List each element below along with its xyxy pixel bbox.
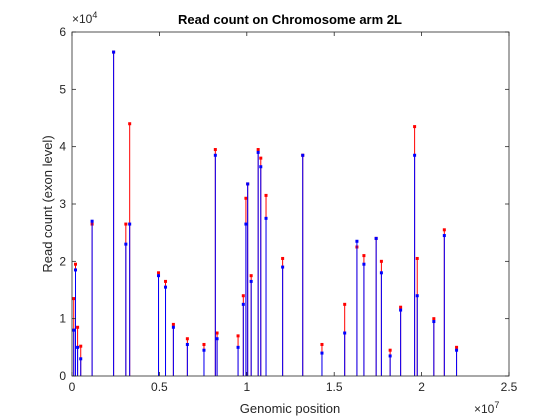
series-1-point xyxy=(249,279,253,283)
series-0-point xyxy=(249,274,253,278)
series-0-point xyxy=(264,193,268,197)
series-0-point xyxy=(73,262,77,266)
y-tick-label: 3 xyxy=(59,197,66,211)
series-0-point xyxy=(281,256,285,260)
plot-area-background xyxy=(72,32,509,376)
series-1-point xyxy=(76,345,80,349)
x-axis-exponent: ×107 xyxy=(474,400,499,416)
series-0-point xyxy=(128,122,132,126)
series-1-point xyxy=(112,50,116,54)
series-1-point xyxy=(399,308,403,312)
y-tick-label: 1 xyxy=(59,312,66,326)
series-1-point xyxy=(124,242,128,246)
series-1-point xyxy=(355,239,359,243)
series-1-point xyxy=(379,271,383,275)
series-marks-group xyxy=(72,50,459,376)
series-1-point xyxy=(264,216,268,220)
series-0-point xyxy=(244,196,248,200)
series-1-point xyxy=(185,342,189,346)
series-0-point xyxy=(259,156,263,160)
series-1-point xyxy=(320,351,324,355)
y-axis-label: Read count (exon level) xyxy=(40,135,55,272)
x-tick-label: 2.5 xyxy=(501,380,518,394)
chart-title: Read count on Chromosome arm 2L xyxy=(178,12,402,27)
y-axis-exponent: ×104 xyxy=(72,10,97,26)
series-1-point xyxy=(157,274,161,278)
series-1-point xyxy=(388,354,392,358)
series-0-point xyxy=(76,325,80,329)
series-1-point xyxy=(374,236,378,240)
series-0-point xyxy=(72,297,76,301)
y-tick-label: 5 xyxy=(59,82,66,96)
y-tick-label: 0 xyxy=(59,369,66,383)
series-1-point xyxy=(215,337,219,341)
series-0-point xyxy=(256,148,260,152)
series-0-point xyxy=(164,279,168,283)
y-tick-label: 6 xyxy=(59,25,66,39)
series-1-point xyxy=(259,165,263,169)
series-0-point xyxy=(415,256,419,260)
series-0-point xyxy=(124,222,128,226)
series-0-point xyxy=(157,271,161,275)
series-1-point xyxy=(301,153,305,157)
series-1-point xyxy=(241,302,245,306)
series-1-point xyxy=(246,182,250,186)
series-1-point xyxy=(455,348,459,352)
series-1-point xyxy=(202,348,206,352)
x-tick-label: 2 xyxy=(418,380,425,394)
series-0-point xyxy=(362,254,366,258)
series-1-point xyxy=(362,262,366,266)
series-0-point xyxy=(442,228,446,232)
series-0-point xyxy=(413,125,417,129)
series-1-point xyxy=(343,331,347,335)
series-1-point xyxy=(171,325,175,329)
series-0-point xyxy=(455,345,459,349)
series-1-point xyxy=(213,153,217,157)
y-tick-label: 4 xyxy=(59,140,66,154)
series-1-point xyxy=(90,219,94,223)
x-tick-label: 0 xyxy=(69,380,76,394)
series-0-point xyxy=(399,305,403,309)
series-1-point xyxy=(432,320,436,324)
series-1-point xyxy=(128,222,132,226)
series-1-point xyxy=(72,328,76,332)
x-tick-label: 1.5 xyxy=(326,380,343,394)
series-0-point xyxy=(202,342,206,346)
series-0-point xyxy=(79,344,83,348)
y-axis-ticks: 0 1 2 3 4 5 6 xyxy=(59,25,509,383)
series-0-point xyxy=(320,342,324,346)
series-1-point xyxy=(415,294,419,298)
series-0-point xyxy=(432,317,436,321)
series-0-point xyxy=(379,259,383,263)
series-1-point xyxy=(73,268,77,272)
x-tick-label: 1 xyxy=(243,380,250,394)
series-0-point xyxy=(236,334,240,338)
x-axis-ticks: 0 0.5 1 1.5 2 2.5 xyxy=(69,32,518,394)
series-1-point xyxy=(256,150,260,154)
series-1-point xyxy=(236,345,240,349)
series-0-point xyxy=(388,348,392,352)
series-1-point xyxy=(281,265,285,269)
series-0-point xyxy=(171,322,175,326)
x-axis-label: Genomic position xyxy=(240,401,340,416)
series-1-point xyxy=(244,222,248,226)
series-0-point xyxy=(213,148,217,152)
series-0-point xyxy=(241,294,245,298)
series-1-point xyxy=(413,153,417,157)
y-tick-label: 2 xyxy=(59,254,66,268)
series-1-point xyxy=(164,285,168,289)
series-0-point xyxy=(343,302,347,306)
series-0-point xyxy=(215,331,219,335)
x-tick-label: 0.5 xyxy=(151,380,168,394)
series-1-point xyxy=(79,357,83,361)
series-0-point xyxy=(185,337,189,341)
series-1-point xyxy=(442,234,446,238)
